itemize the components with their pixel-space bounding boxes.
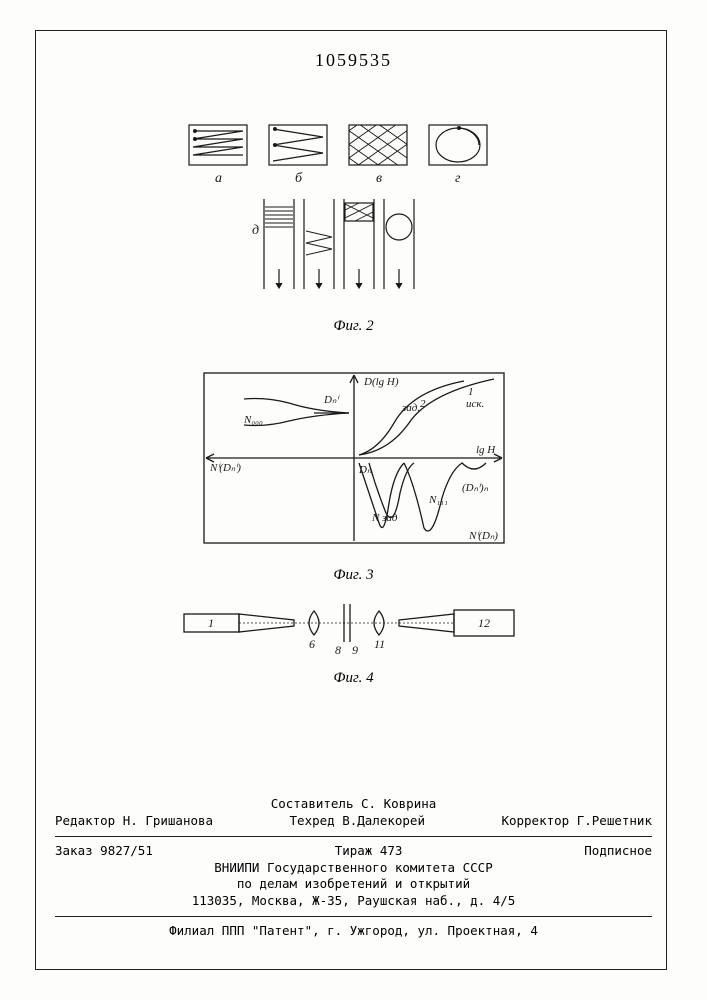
tirazh-label: Тираж xyxy=(335,843,373,858)
address1: 113035, Москва, Ж-35, Раушская наб., д. … xyxy=(55,893,652,910)
footer: Составитель С. Коврина Редактор Н. Гриша… xyxy=(55,796,652,940)
fig3-nisk: N₁₁₁ xyxy=(428,494,448,506)
fig3-nib: Nⁱ(Dₙ) xyxy=(468,530,498,542)
fig3-one: 1 xyxy=(468,386,474,398)
fig2-row1: а б в г xyxy=(179,120,529,190)
compiler: С. Коврина xyxy=(361,796,436,811)
fig4: 1 6 8 9 11 12 xyxy=(174,596,534,666)
order: 9827/51 xyxy=(100,843,153,858)
fig3-dni: Dₙⁱ xyxy=(323,394,340,406)
fig3-two: 2 xyxy=(420,398,426,410)
fig4-l8: 8 xyxy=(335,643,341,657)
subscription: Подписное xyxy=(584,843,652,860)
fig3-caption: Фиг. 3 xyxy=(0,567,707,584)
fig2-caption: Фиг. 2 xyxy=(0,318,707,335)
fig2-row2: д xyxy=(224,194,484,314)
fig3-xr: lg H xyxy=(476,444,496,456)
fig2-label-a: а xyxy=(215,171,222,186)
fig3-ytop: D(lg H) xyxy=(363,376,399,388)
fig4-l11: 11 xyxy=(374,637,385,651)
fig2-label-v: в xyxy=(376,171,382,186)
corrector-label: Корректор xyxy=(501,813,569,828)
fig3-dn: Dₙ xyxy=(358,464,372,476)
fig3-zad: зад. xyxy=(401,402,420,414)
fig3: D(lg H) lg H Nⁱ(Dₙⁱ) Dₙⁱ N₀₀₀ зад. 2 1 и… xyxy=(194,363,514,563)
document-number: 1059535 xyxy=(0,50,707,71)
tirazh: 473 xyxy=(380,843,403,858)
fig3-isk: иск. xyxy=(466,398,484,410)
fig3-xl: Nⁱ(Dₙⁱ) xyxy=(209,462,241,474)
fig4-l12: 12 xyxy=(478,616,490,630)
figures-area: а б в г xyxy=(0,120,707,687)
fig4-l1: 1 xyxy=(208,616,214,630)
fig4-l9: 9 xyxy=(352,643,358,657)
org1: ВНИИПИ Государственного комитета СССР xyxy=(55,860,652,877)
corrector: Г.Решетник xyxy=(577,813,652,828)
branch: Филиал ППП "Патент", г. Ужгород, ул. Про… xyxy=(55,923,652,940)
fig2-label-d: д xyxy=(252,223,259,238)
fig4-l6: 6 xyxy=(309,637,315,651)
fig3-nzadt: N₀₀₀ xyxy=(243,414,263,426)
org2: по делам изобретений и открытий xyxy=(55,876,652,893)
fig4-caption: Фиг. 4 xyxy=(0,670,707,687)
fig2-label-g: г xyxy=(455,171,461,186)
fig3-dnib: (Dₙⁱ)ₙ xyxy=(462,482,489,494)
editor-label: Редактор xyxy=(55,813,115,828)
fig2-label-b: б xyxy=(295,171,303,186)
techred-label: Техред xyxy=(290,813,335,828)
compiler-label: Составитель xyxy=(271,796,354,811)
techred: В.Далекорей xyxy=(342,813,425,828)
editor: Н. Гришанова xyxy=(123,813,213,828)
order-label: Заказ xyxy=(55,843,93,858)
fig3-nzadb: N зад xyxy=(371,512,398,524)
